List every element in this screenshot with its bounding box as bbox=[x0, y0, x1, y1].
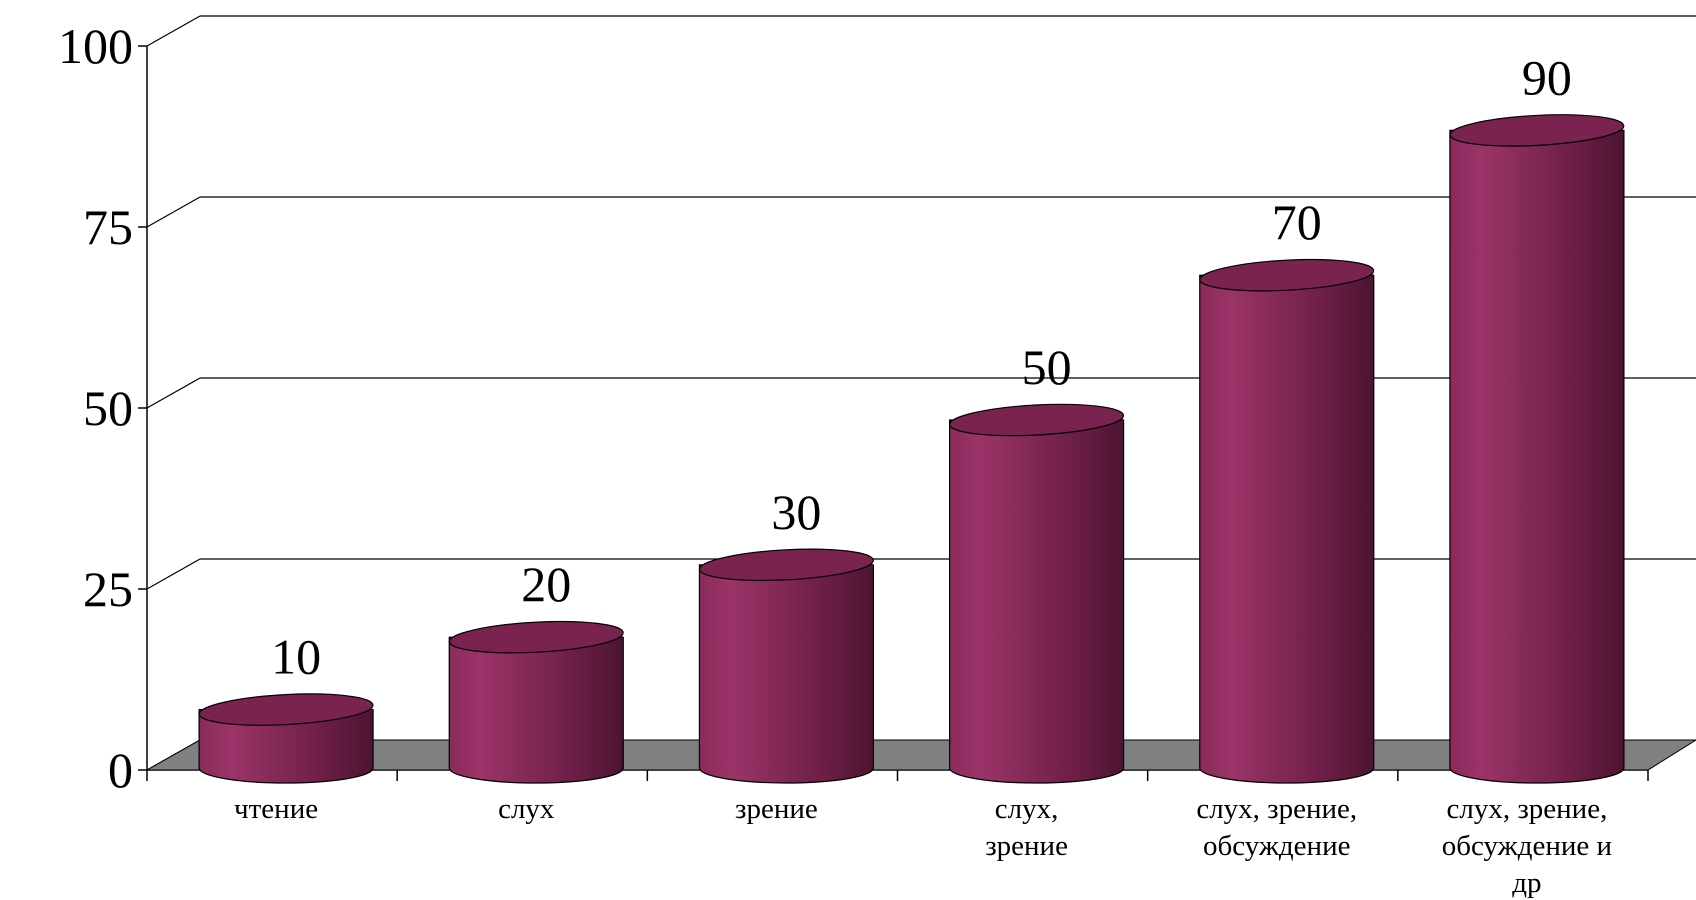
bar-top bbox=[949, 403, 1125, 437]
data-label: 20 bbox=[521, 556, 571, 612]
data-label: 10 bbox=[271, 629, 321, 685]
x-category-label: зрение bbox=[985, 830, 1068, 862]
bar bbox=[1449, 114, 1625, 784]
bar-top bbox=[448, 620, 624, 654]
data-label: 90 bbox=[1522, 49, 1572, 105]
bar-body bbox=[948, 419, 1125, 784]
x-category-label: зрение bbox=[735, 793, 818, 825]
data-labels: 10 20 30 50 70 90 bbox=[271, 49, 1572, 684]
bar-body bbox=[1199, 274, 1375, 784]
grid-diagonal bbox=[146, 15, 201, 47]
x-category-label: др bbox=[1512, 867, 1541, 899]
y-tick-labels: 0 25 50 75 100 bbox=[58, 18, 133, 798]
bar bbox=[448, 620, 624, 784]
data-label: 70 bbox=[1272, 194, 1322, 250]
axes bbox=[138, 45, 1649, 781]
y-tick-label: 75 bbox=[83, 199, 133, 255]
x-category-label: слух, зрение, bbox=[1196, 793, 1357, 825]
bar-top bbox=[698, 548, 874, 582]
bars bbox=[198, 114, 1625, 784]
x-category-label: обсуждение bbox=[1203, 830, 1350, 862]
y-tick-label: 25 bbox=[83, 561, 133, 617]
x-category-label: слух bbox=[498, 793, 555, 825]
bar bbox=[948, 403, 1125, 784]
bar bbox=[198, 693, 374, 784]
grid-diagonal bbox=[146, 196, 201, 228]
y-tick-label: 100 bbox=[58, 18, 133, 74]
y-tick-label: 50 bbox=[83, 380, 133, 436]
data-label: 30 bbox=[771, 484, 821, 540]
bar-body bbox=[448, 636, 624, 784]
x-category-label: чтение bbox=[234, 793, 318, 825]
data-label: 50 bbox=[1022, 339, 1072, 395]
bar-body bbox=[698, 564, 875, 784]
bar-body bbox=[198, 709, 374, 784]
bar-top bbox=[198, 693, 374, 726]
gridlines bbox=[146, 15, 1696, 771]
x-category-label: слух, зрение, bbox=[1446, 793, 1607, 825]
y-tick-label: 0 bbox=[108, 742, 133, 798]
bar bbox=[1199, 258, 1375, 784]
grid-diagonal bbox=[146, 377, 201, 409]
x-category-label: слух, bbox=[995, 793, 1059, 825]
bar-top bbox=[1199, 258, 1375, 292]
bar bbox=[698, 548, 875, 784]
grid-diagonal bbox=[146, 558, 201, 590]
bar-body bbox=[1449, 129, 1625, 784]
x-category-labels: чтение слух зрение слух, зрение слух, зрение,… bbox=[234, 793, 1612, 899]
x-category-label: обсуждение и bbox=[1442, 830, 1612, 862]
bar-top bbox=[1449, 114, 1625, 147]
